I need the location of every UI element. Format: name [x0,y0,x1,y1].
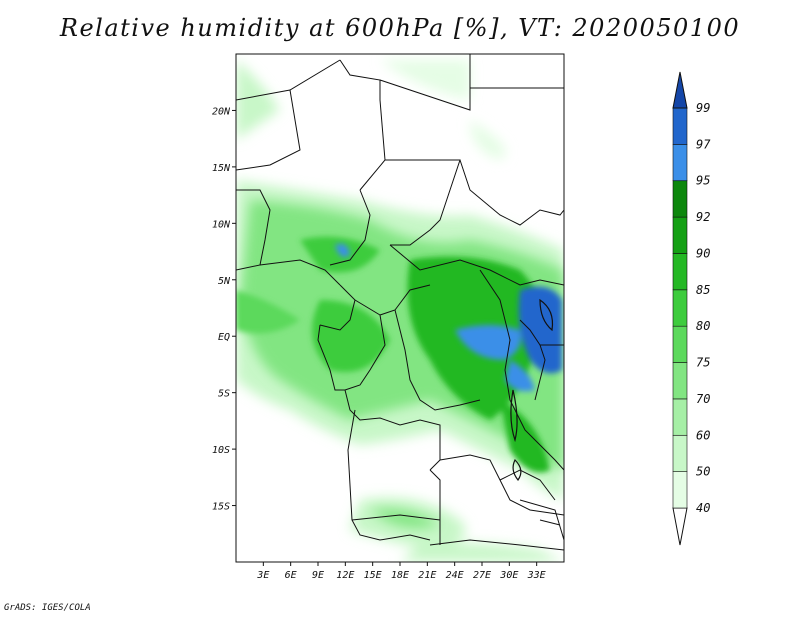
colorbar-swatch [672,434,688,472]
colorbar: 40 50 60 70 75 80 85 90 92 95 97 99 [672,71,711,546]
lat-tick-label: 10S [212,445,230,456]
colorbar-swatch [672,398,688,436]
colorbar-swatch [672,325,688,363]
colorbar-swatch [672,216,688,254]
lon-tick-label: 3E [256,570,269,581]
lon-tick-label: 27E [473,570,491,581]
credit-text: GrADS: IGES/COLA [4,603,91,613]
lat-tick-label: 5N [218,276,231,287]
colorbar-label: 85 [696,283,710,297]
lat-tick-label: 15N [212,163,231,174]
latitude-ticks: 20N 15N 10N 5N EQ 5S 10S 15S [212,106,236,513]
colorbar-label: 92 [696,210,710,224]
lon-tick-label: 30E [499,570,518,581]
lat-tick-label: 5S [218,389,230,400]
colorbar-label: 60 [696,428,710,442]
lakes [510,298,554,482]
colorbar-swatch [672,107,688,145]
lon-tick-label: 15E [364,570,382,581]
lon-tick-label: 6E [285,570,297,581]
country-borders [236,54,564,562]
colorbar-upper-triangle [672,71,688,109]
colorbar-label: 97 [696,137,711,151]
lon-tick-label: 21E [418,570,436,581]
colorbar-lower-triangle [672,507,688,546]
colorbar-label: 95 [696,174,710,188]
lon-tick-label: 24E [446,570,464,581]
colorbar-swatch [672,144,688,182]
colorbar-label: 99 [696,101,710,115]
humidity-field [236,54,564,562]
lat-tick-label: EQ [218,332,230,343]
chart-title: Relative humidity at 600hPa [%], VT: 202… [59,14,741,42]
colorbar-swatch [672,289,688,327]
colorbar-label: 40 [696,501,710,515]
colorbar-label: 90 [696,246,710,260]
colorbar-label: 70 [696,392,710,406]
longitude-ticks: 3E 6E 9E 12E 15E 18E 21E 24E 27E 30E 33E [256,562,546,581]
lat-tick-label: 10N [212,219,231,230]
colorbar-swatch [672,253,688,291]
colorbar-swatch [672,362,688,400]
lat-tick-label: 15S [212,502,230,513]
colorbar-label: 75 [696,356,710,370]
lon-tick-label: 33E [527,570,546,581]
colorbar-swatch [672,180,688,218]
colorbar-label: 50 [696,465,710,479]
lon-tick-label: 9E [312,570,324,581]
lat-tick-label: 20N [212,106,231,117]
colorbar-label: 80 [696,319,710,333]
lon-tick-label: 12E [336,570,354,581]
lon-tick-label: 18E [391,570,409,581]
colorbar-swatch [672,471,688,509]
